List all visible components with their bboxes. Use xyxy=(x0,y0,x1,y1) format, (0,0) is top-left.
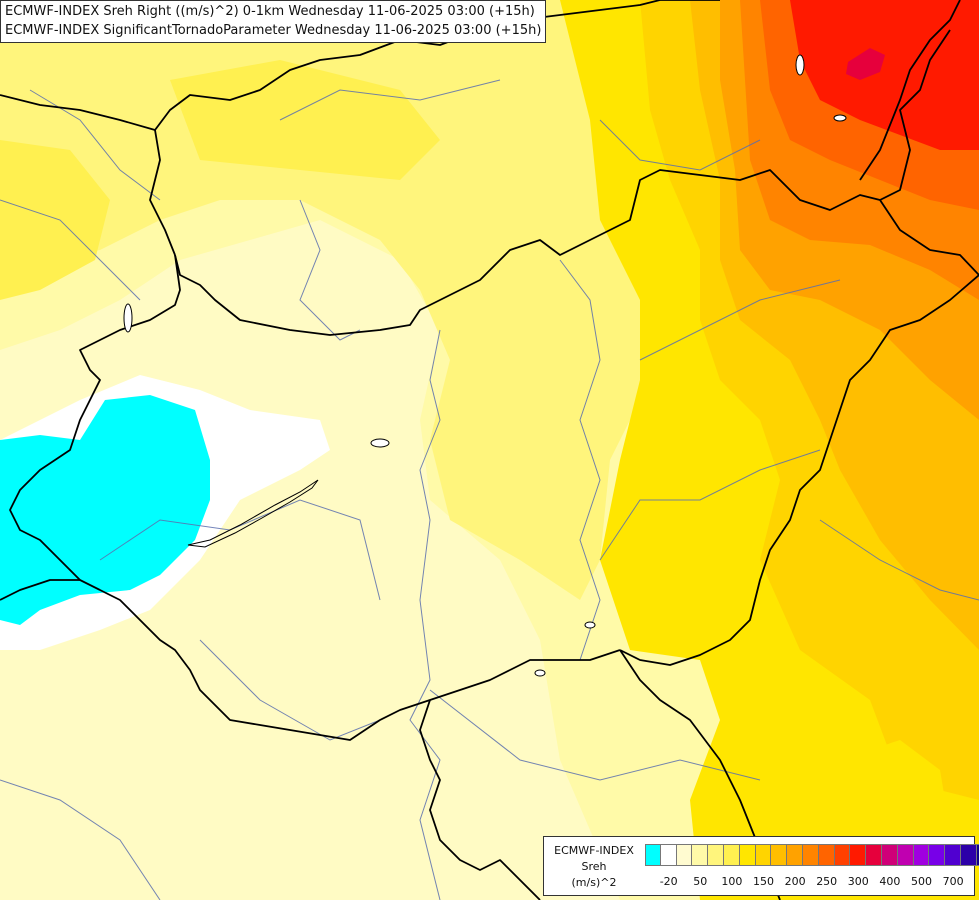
border-croatia-serbia xyxy=(419,699,541,900)
lake-4 xyxy=(795,54,805,76)
legend-swatch xyxy=(881,844,898,866)
legend-swatch xyxy=(834,844,851,866)
legend-swatch xyxy=(945,844,961,866)
border-austria-czech xyxy=(0,0,661,131)
border-poland-slovakia xyxy=(660,0,961,181)
legend-swatch xyxy=(692,844,709,866)
legend-swatch xyxy=(787,844,803,866)
river-6 xyxy=(429,689,761,781)
legend-tick-label: 500 xyxy=(911,875,932,888)
legend-tick-label: 250 xyxy=(816,875,838,888)
sreh-region-light-yellow xyxy=(0,0,720,600)
legend-swatch xyxy=(645,844,661,866)
border-hungary-south xyxy=(99,589,621,741)
legend-swatch xyxy=(739,844,756,866)
border-czech-slovakia xyxy=(149,129,176,256)
lake-6 xyxy=(123,303,133,333)
border-austria-slovakia-hungary xyxy=(174,169,979,336)
legend-tick-label: 100 xyxy=(721,875,743,888)
legend-swatch xyxy=(708,844,724,866)
river-14 xyxy=(279,79,501,121)
legend-label-model: ECMWF-INDEX xyxy=(554,844,634,857)
legend-swatch xyxy=(929,844,946,866)
river-5 xyxy=(99,499,381,601)
rivers-layer xyxy=(0,79,979,900)
lakes-layer xyxy=(123,54,847,677)
border-ukraine xyxy=(879,29,951,201)
map-title-box: ECMWF-INDEX Sreh Right ((m/s)^2) 0-1km W… xyxy=(0,0,547,43)
legend-swatch xyxy=(676,844,693,866)
legend-swatch xyxy=(850,844,867,866)
sreh-region-yellow-west xyxy=(0,140,110,300)
legend-swatch xyxy=(802,844,819,866)
sreh-region-crimson xyxy=(846,48,885,80)
legend-swatch xyxy=(913,844,930,866)
lake-1 xyxy=(370,438,390,448)
legend-tick-label: 50 xyxy=(693,875,708,888)
border-hungary-romania xyxy=(619,274,979,666)
legend-swatch xyxy=(755,844,772,866)
legend-swatch-strip xyxy=(645,844,979,866)
sreh-region-negative xyxy=(0,395,210,625)
river-8 xyxy=(639,279,841,361)
legend-swatch xyxy=(660,844,677,866)
legend-swatch xyxy=(723,844,740,866)
river-11 xyxy=(0,199,141,301)
legend-swatch xyxy=(771,844,788,866)
map-title-line-2: ECMWF-INDEX SignificantTornadoParameter … xyxy=(5,23,542,38)
river-2 xyxy=(409,329,441,900)
legend-tick-label: 200 xyxy=(784,875,806,888)
lake-3 xyxy=(534,669,546,677)
legend-swatch xyxy=(897,844,914,866)
river-10 xyxy=(599,119,761,171)
river-12 xyxy=(819,519,979,601)
river-7 xyxy=(199,639,381,741)
legend-tick-label: -20 xyxy=(659,875,678,888)
lake-5 xyxy=(833,114,847,122)
legend-swatch xyxy=(960,844,977,866)
legend-label-field: Sreh xyxy=(581,860,607,873)
river-9 xyxy=(29,89,161,201)
map-title-line-1: ECMWF-INDEX Sreh Right ((m/s)^2) 0-1km W… xyxy=(5,4,535,19)
legend-swatch xyxy=(866,844,882,866)
river-4 xyxy=(599,449,821,561)
border-slovenia-croatia xyxy=(0,579,101,601)
lake-balaton-shore xyxy=(187,479,319,548)
border-austria-hungary-west xyxy=(9,254,181,591)
lake-2 xyxy=(584,621,596,629)
river-3 xyxy=(559,259,601,661)
legend-tick-label: 400 xyxy=(879,875,901,888)
legend-label-unit: (m/s)^2 xyxy=(571,876,617,889)
legend-tick-label: 150 xyxy=(753,875,774,888)
lake-balaton xyxy=(187,479,319,548)
legend-tick-label: 300 xyxy=(847,875,869,888)
river-1 xyxy=(299,199,361,341)
river-13 xyxy=(0,779,161,900)
legend-tick-label: 700 xyxy=(942,875,964,888)
sreh-region-gold-southeast xyxy=(840,740,950,860)
sreh-region-yellow-north xyxy=(170,60,440,180)
legend-swatch xyxy=(976,844,979,866)
legend-swatch xyxy=(818,844,835,866)
color-legend: ECMWF-INDEX Sreh (m/s)^2 -20 50 100 150 200 2… xyxy=(543,836,979,896)
